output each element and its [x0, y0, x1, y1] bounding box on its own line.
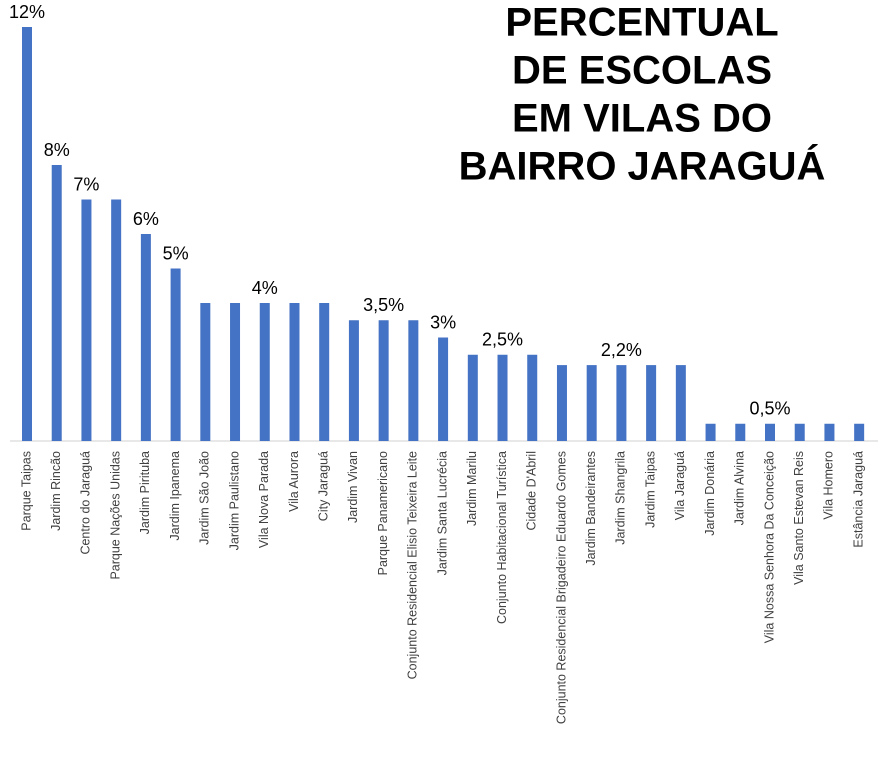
data-label: 6%	[133, 209, 159, 229]
x-tick-label: Jardim Rincão	[49, 451, 63, 531]
x-tick-label: Conjunto Habitacional Turística	[495, 451, 509, 624]
bar	[527, 354, 538, 441]
bar	[230, 303, 241, 441]
x-tick-label: Jardim Shangrila	[614, 451, 628, 545]
chart-title: EM VILAS DO	[512, 97, 772, 141]
bar	[467, 354, 478, 441]
x-tick-label: Jardim Paulistano	[227, 451, 241, 550]
bar	[22, 27, 32, 441]
bar	[586, 365, 597, 441]
x-tick-label: Vila Nossa Senhora Da Conceição	[762, 451, 776, 643]
data-label: 8%	[44, 140, 70, 160]
x-tick-label: Vila Aurora	[287, 451, 301, 512]
chart-title: DE ESCOLAS	[512, 49, 772, 93]
data-label: 12%	[9, 2, 45, 22]
bar	[170, 268, 181, 441]
x-tick-label: Estância Jaraguá	[851, 451, 865, 548]
x-tick-label: Jardim Marilu	[465, 451, 479, 526]
bar	[794, 423, 805, 441]
data-label: 7%	[73, 174, 99, 194]
bar	[319, 303, 330, 441]
x-tick-label: Vila Jaraguá	[673, 451, 687, 520]
x-tick-label: Vila Homero	[822, 451, 836, 520]
bar	[824, 423, 835, 441]
bar	[735, 423, 746, 441]
x-tick-label: Jardim Alvina	[733, 451, 747, 525]
bar	[854, 423, 865, 441]
bar	[81, 199, 92, 441]
bar	[200, 303, 211, 441]
bar	[616, 365, 627, 441]
x-tick-label: Jardim Vivan	[346, 451, 360, 523]
data-label: 3,5%	[363, 295, 404, 315]
x-tick-label: Jardim Donária	[703, 451, 717, 536]
bar	[51, 165, 62, 441]
bar	[705, 423, 716, 441]
x-tick-label: Jardim São João	[198, 451, 212, 545]
x-tick-label: Parque Taipas	[19, 451, 33, 531]
bar	[378, 320, 389, 441]
bar	[140, 234, 151, 441]
bar	[438, 337, 449, 441]
bar	[289, 303, 300, 441]
bar	[408, 320, 419, 441]
bar	[646, 365, 657, 441]
bar	[556, 365, 567, 441]
x-tick-label: Vila Santo Estevan Reis	[792, 451, 806, 585]
x-tick-label: Jardim Pirituba	[138, 451, 152, 534]
x-tick-label: Conjunto Residencial Elisio Teixeira Lei…	[406, 451, 420, 679]
chart-title: PERCENTUAL	[505, 1, 778, 45]
x-tick-label: Centro do Jaraguá	[79, 451, 93, 555]
bar	[348, 320, 359, 441]
data-label: 0,5%	[749, 399, 790, 419]
bar	[765, 423, 775, 441]
data-label: 3%	[430, 312, 456, 332]
x-tick-label: Parque Panamericano	[376, 451, 390, 575]
bar	[675, 365, 686, 441]
x-tick-label: Vila Nova Parada	[257, 451, 271, 548]
x-tick-label: Jardim Santa Lucrécia	[435, 451, 449, 575]
bar	[111, 199, 122, 441]
x-tick-label: Jardim Ipanema	[168, 451, 182, 541]
x-tick-label: City Jaraguá	[316, 451, 330, 521]
data-label: 4%	[252, 278, 278, 298]
chart-title: BAIRRO JARAGUÁ	[459, 144, 826, 189]
x-tick-label: Parque Nações Unidas	[108, 451, 122, 580]
data-label: 2,5%	[482, 330, 523, 350]
x-tick-label: Jardim Taipas	[643, 451, 657, 528]
x-tick-label: Jardim Bandeirantes	[584, 451, 598, 566]
data-label: 2,2%	[601, 340, 642, 360]
x-tick-label: Conjunto Residencial Brigadeiro Eduardo …	[554, 451, 568, 724]
bar	[497, 354, 508, 441]
x-tick-label: Cidade D'Abril	[525, 451, 539, 531]
bar	[259, 303, 270, 441]
data-label: 5%	[163, 243, 189, 263]
